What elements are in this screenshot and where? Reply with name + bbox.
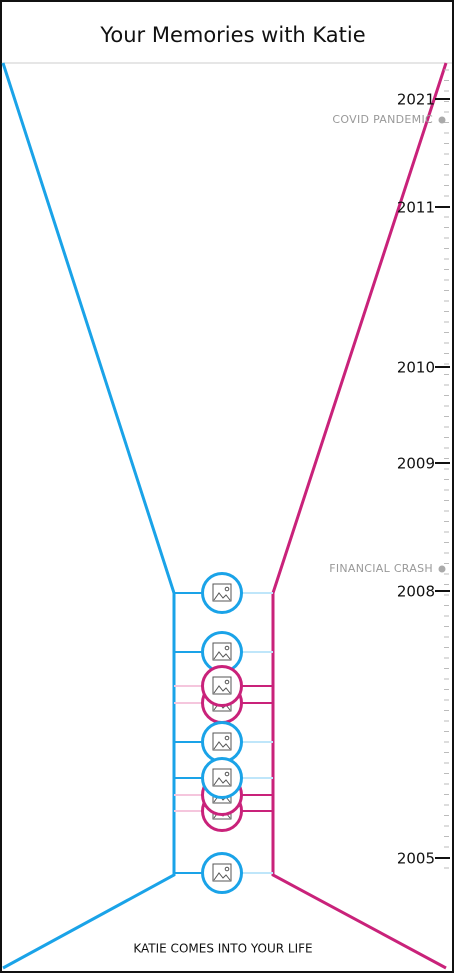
year-label: 2021 — [397, 91, 435, 109]
memory-node[interactable] — [201, 721, 243, 763]
memory-node[interactable] — [201, 665, 243, 707]
memory-circle — [201, 665, 243, 707]
memory-node[interactable] — [201, 572, 243, 614]
image-icon-sun — [224, 735, 230, 741]
image-icon — [212, 642, 232, 661]
footer-label: KATIE COMES INTO YOUR LIFE — [133, 942, 312, 956]
image-icon-hills — [213, 592, 231, 601]
year-label: 2005 — [397, 850, 435, 868]
image-icon — [212, 768, 232, 787]
image-icon-sun — [224, 866, 230, 872]
event-label: COVID PANDEMIC — [332, 113, 433, 126]
image-icon-hills — [213, 872, 231, 881]
time-axis: 2021 2011 2010 2009 2008 2005 COVID PANDEMIC FI… — [329, 69, 450, 869]
image-icon — [212, 863, 232, 882]
year-label: 2008 — [397, 583, 435, 601]
page-title: Your Memories with Katie — [99, 23, 365, 47]
image-icon-sun — [224, 679, 230, 685]
memory-circle — [201, 852, 243, 894]
pink-path — [271, 62, 448, 970]
image-icon — [212, 583, 232, 602]
image-icon — [212, 676, 232, 695]
memory-node[interactable] — [201, 852, 243, 894]
image-icon-hills — [213, 777, 231, 786]
year-label: 2010 — [397, 359, 435, 377]
event-dot — [438, 116, 446, 124]
year-label: 2009 — [397, 455, 435, 473]
image-icon-sun — [224, 771, 230, 777]
year-label: 2011 — [397, 199, 435, 217]
blue-path — [1, 62, 176, 970]
image-icon-hills — [213, 685, 231, 694]
event-dot — [438, 565, 446, 573]
memory-nodes — [174, 572, 273, 894]
event-label: FINANCIAL CRASH — [329, 562, 433, 575]
memory-circle — [201, 572, 243, 614]
memory-node[interactable] — [201, 757, 243, 799]
image-icon-hills — [213, 651, 231, 660]
image-icon-sun — [224, 586, 230, 592]
memory-circle — [201, 721, 243, 763]
image-icon — [212, 732, 232, 751]
image-icon-sun — [224, 645, 230, 651]
image-icon-hills — [213, 741, 231, 750]
memory-node[interactable] — [201, 631, 243, 673]
memory-circle — [201, 757, 243, 799]
